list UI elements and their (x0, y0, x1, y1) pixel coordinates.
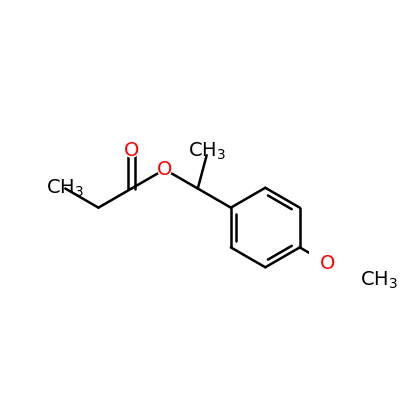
Text: O: O (157, 160, 172, 179)
Text: O: O (124, 141, 139, 160)
Circle shape (158, 162, 172, 176)
Circle shape (125, 144, 138, 157)
Text: CH$_3$: CH$_3$ (360, 269, 398, 290)
Circle shape (321, 257, 335, 270)
Text: O: O (320, 254, 336, 273)
Text: CH$_3$: CH$_3$ (46, 178, 84, 199)
Text: CH$_3$: CH$_3$ (188, 141, 226, 162)
